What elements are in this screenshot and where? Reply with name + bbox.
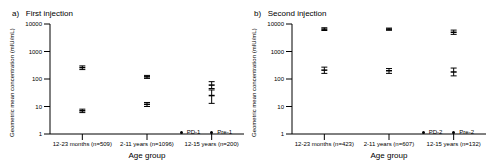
svg-text:1000: 1000 — [29, 49, 43, 55]
svg-text:12-15 years (n=200): 12-15 years (n=200) — [185, 141, 239, 147]
svg-text:10: 10 — [277, 104, 284, 110]
svg-text:1000: 1000 — [271, 49, 285, 55]
svg-text:Age group: Age group — [129, 151, 166, 160]
svg-text:1: 1 — [39, 131, 43, 137]
svg-text:10: 10 — [35, 104, 42, 110]
svg-text:Age group: Age group — [371, 151, 408, 160]
svg-text:2-11 years (n=1096): 2-11 years (n=1096) — [120, 141, 174, 147]
svg-text:10000: 10000 — [25, 21, 42, 27]
svg-text:100: 100 — [32, 76, 43, 82]
html-text:Pre-2: Pre-2 — [459, 129, 474, 135]
svg-text:12-23 months (n=423): 12-23 months (n=423) — [295, 141, 354, 147]
html-text:b) Second injection: b) Second injection — [254, 9, 327, 18]
svg-text:100: 100 — [274, 76, 285, 82]
svg-text:12-23 months (n=509): 12-23 months (n=509) — [53, 141, 112, 147]
html-text:a) First injection: a) First injection — [12, 9, 73, 18]
svg-text:Geometric mean concentration (: Geometric mean concentration (mIU/mL) — [9, 28, 15, 137]
svg-text:2-11 years (n=607): 2-11 years (n=607) — [364, 141, 414, 147]
svg-text:12-15 years (n=132): 12-15 years (n=132) — [427, 141, 481, 147]
html-text:PD-2: PD-2 — [428, 129, 443, 135]
html-text:PD-1: PD-1 — [186, 129, 201, 135]
html-text:Pre-1: Pre-1 — [217, 129, 232, 135]
svg-text:Geometric mean concentration (: Geometric mean concentration (mIU/mL) — [251, 28, 257, 137]
svg-text:1: 1 — [281, 131, 285, 137]
svg-text:10000: 10000 — [267, 21, 284, 27]
